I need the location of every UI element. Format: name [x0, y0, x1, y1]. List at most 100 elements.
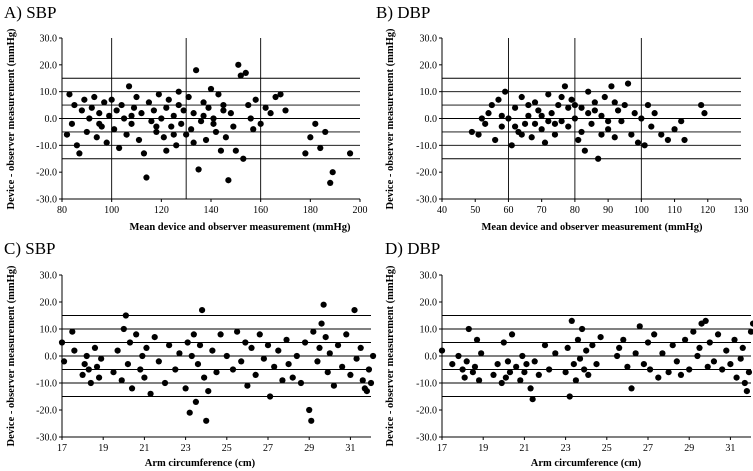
panel-c-data-point	[71, 347, 78, 354]
panel-c-data-point	[260, 355, 267, 362]
panel-b-x-tick-label: 120	[700, 205, 715, 216]
panel-b-data-point	[698, 101, 705, 109]
panel-d-data-point	[546, 366, 553, 373]
panel-a-data-point	[96, 110, 103, 117]
panel-a-data-point	[93, 134, 100, 141]
panel-d-data-point	[562, 369, 569, 376]
panel-c-data-point	[330, 382, 338, 389]
panel-a-data-point	[222, 134, 229, 141]
panel-a-data-point	[207, 85, 215, 93]
panel-b-data-point	[628, 131, 635, 138]
panel-c-data-point	[124, 361, 132, 368]
panel-b-data-point	[634, 139, 642, 146]
panel-c-data-point	[320, 301, 327, 308]
panel-b-data-point	[581, 147, 588, 154]
panel-c-data-point	[275, 347, 282, 354]
panel-d-data-point	[471, 363, 479, 370]
panel-c-data-point	[98, 355, 105, 362]
panel-a-data-point	[120, 115, 128, 122]
panel-b-data-point	[588, 120, 595, 127]
panel-d-data-point	[529, 396, 536, 403]
panel-d-data-point	[500, 339, 507, 346]
panel-c-data-point	[85, 366, 92, 373]
panel-a-x-tick-label: 120	[154, 205, 169, 216]
panel-d-data-point	[523, 361, 530, 368]
panel-d-dbp-arm: D) DBP Arm circumference (cm) Device - o…	[385, 239, 753, 469]
panel-c-x-tick-label: 17	[57, 443, 67, 454]
panel-d-data-point	[686, 366, 693, 373]
panel-b-y-tick-label: 10.0	[420, 87, 438, 98]
panel-d-x-tick-label: 21	[519, 443, 529, 454]
panel-d-data-point	[459, 366, 466, 373]
panel-a-data-point	[73, 142, 80, 149]
panel-d-y-tick-label: 10.0	[420, 325, 438, 336]
panel-d-data-point	[741, 379, 748, 387]
panel-c-data-point	[266, 393, 274, 400]
panel-b-data-point	[641, 142, 648, 149]
panel-a-data-point	[150, 107, 157, 114]
panel-c-y-tick-label: -30.0	[36, 433, 57, 444]
panel-a-x-tick-label: 180	[303, 205, 318, 216]
panel-a-data-point	[257, 120, 264, 127]
panel-c-data-point	[147, 390, 154, 397]
panel-d-data-point	[517, 377, 524, 384]
panel-d-data-point	[694, 352, 701, 360]
panel-d-data-point	[597, 334, 604, 341]
panel-c-data-point	[264, 342, 272, 349]
panel-b-x-tick-label: 90	[603, 205, 613, 216]
panel-c-title: C) SBP	[4, 239, 56, 258]
panel-d-data-point	[719, 366, 726, 373]
panel-c-data-point	[301, 339, 309, 346]
panel-b-data-point	[624, 80, 632, 87]
panel-d-data-point	[727, 361, 734, 368]
panel-b-data-point	[482, 120, 489, 127]
panel-b-y-tick-label: -20.0	[416, 168, 437, 179]
panel-a-data-point	[153, 123, 160, 130]
panel-b-data-point	[578, 104, 585, 111]
panel-d-data-point	[747, 328, 753, 335]
panel-a-data-point	[197, 118, 205, 125]
panel-d-data-point	[583, 347, 590, 354]
panel-c-data-point	[318, 320, 325, 327]
panel-b-data-point	[598, 131, 605, 138]
panel-d-data-point	[498, 379, 505, 387]
panel-c-data-point	[83, 352, 90, 360]
panel-b-data-point	[531, 120, 539, 127]
panel-c-data-point	[166, 342, 173, 349]
panel-c-x-tick-label: 29	[304, 443, 314, 454]
panel-a-data-point	[153, 128, 160, 136]
panel-a-y-tick-label: 0.0	[45, 114, 58, 125]
panel-c-data-point	[190, 331, 197, 338]
panel-b-data-point	[608, 83, 615, 90]
panel-a-data-point	[230, 123, 237, 130]
panel-a-x-tick-label: 160	[253, 205, 268, 216]
panel-b-data-point	[571, 101, 578, 109]
panel-a-data-point	[111, 126, 118, 133]
panel-b-data-point	[558, 118, 565, 125]
panel-a-data-point	[346, 150, 354, 157]
panel-c-data-point	[223, 352, 230, 360]
panel-d-data-point	[513, 363, 520, 370]
panel-b-x-tick-label: 40	[437, 205, 447, 216]
panel-c-data-point	[217, 331, 224, 338]
panel-a-data-point	[125, 83, 133, 90]
panel-b-data-point	[671, 126, 678, 133]
panel-c-data-point	[234, 328, 241, 335]
panel-a-y-tick-label: -20.0	[36, 168, 57, 179]
panel-c-data-point	[369, 352, 377, 360]
panel-d-data-point	[568, 317, 575, 324]
panel-b-y-tick-label: 20.0	[420, 60, 438, 71]
panel-c-data-point	[285, 361, 292, 368]
panel-a-data-point	[190, 139, 197, 146]
panel-d-data-point	[731, 336, 738, 343]
panel-d-x-tick-label: 27	[643, 443, 653, 454]
panel-b-data-point	[478, 115, 485, 122]
panel-b-x-tick-label: 50	[470, 205, 480, 216]
panel-b-data-point	[485, 110, 492, 117]
panel-d-data-point	[572, 377, 580, 384]
panel-c-data-point	[60, 358, 68, 365]
panel-a-x-tick-label: 80	[57, 205, 67, 216]
panel-c-data-point	[161, 379, 169, 387]
panel-b-data-point	[498, 123, 505, 130]
panel-a-data-point	[140, 150, 148, 157]
